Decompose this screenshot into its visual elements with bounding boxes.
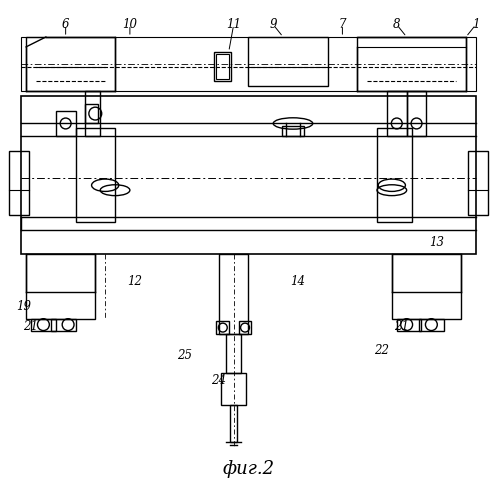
- Text: фиг.2: фиг.2: [223, 461, 274, 479]
- Bar: [226, 333, 241, 373]
- Bar: [214, 52, 231, 81]
- Text: 21: 21: [394, 319, 409, 333]
- Text: 24: 24: [211, 374, 226, 387]
- Text: 10: 10: [122, 18, 137, 31]
- Bar: [219, 254, 248, 333]
- Bar: [9, 151, 28, 215]
- Bar: [282, 126, 304, 136]
- Text: 1: 1: [472, 18, 480, 31]
- Bar: [26, 37, 115, 91]
- Bar: [469, 151, 488, 215]
- Bar: [357, 37, 466, 91]
- Bar: [419, 319, 444, 331]
- Bar: [377, 128, 412, 223]
- Bar: [392, 254, 461, 319]
- Bar: [51, 319, 76, 331]
- Bar: [387, 91, 407, 136]
- Text: 12: 12: [127, 275, 142, 288]
- Bar: [21, 96, 476, 254]
- Bar: [397, 319, 421, 331]
- Text: 13: 13: [429, 236, 444, 249]
- Bar: [56, 111, 76, 136]
- Bar: [76, 128, 115, 223]
- Bar: [31, 319, 56, 331]
- Bar: [85, 91, 100, 136]
- Bar: [85, 104, 98, 123]
- Text: 25: 25: [177, 349, 192, 362]
- Text: 11: 11: [226, 18, 241, 31]
- Bar: [239, 321, 251, 333]
- Text: 7: 7: [338, 18, 346, 31]
- Text: 19: 19: [16, 300, 31, 313]
- Bar: [216, 321, 229, 333]
- Text: 22: 22: [374, 344, 390, 357]
- Bar: [248, 37, 328, 86]
- Text: 14: 14: [290, 275, 306, 288]
- Bar: [21, 37, 476, 91]
- Text: 21: 21: [23, 319, 39, 333]
- Text: 9: 9: [269, 18, 277, 31]
- Text: 6: 6: [62, 18, 70, 31]
- Bar: [26, 254, 95, 319]
- Bar: [230, 405, 237, 442]
- Text: 8: 8: [393, 18, 401, 31]
- Bar: [407, 91, 426, 136]
- Bar: [221, 373, 246, 405]
- Bar: [216, 54, 229, 79]
